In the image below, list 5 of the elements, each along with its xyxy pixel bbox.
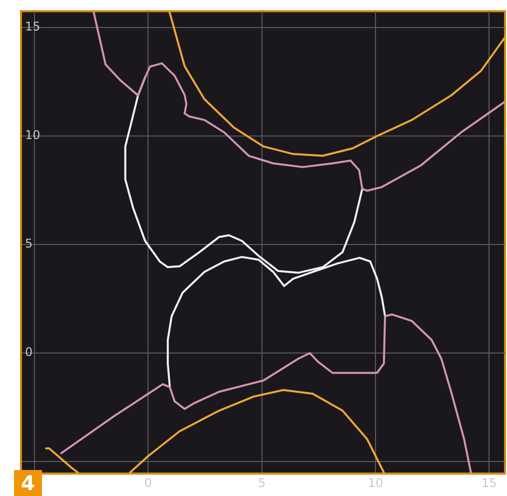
y-tick-label: 5 xyxy=(25,236,33,251)
y-tick-label: 15 xyxy=(25,20,40,34)
y-tick-label: 10 xyxy=(25,128,40,142)
y-tick-label: 0 xyxy=(25,345,33,360)
annotation: 4 xyxy=(14,470,42,496)
